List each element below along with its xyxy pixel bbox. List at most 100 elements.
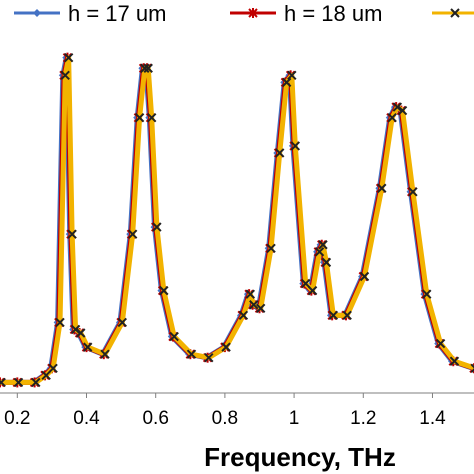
- series-point: [266, 243, 276, 253]
- series-point: [392, 102, 403, 112]
- series-point: [314, 247, 325, 257]
- x-stroke: [450, 8, 460, 18]
- x-stroke: [143, 63, 153, 73]
- series-point: [140, 63, 150, 73]
- series-point: [169, 331, 179, 342]
- series-point: [221, 342, 231, 352]
- series-3: [0, 52, 474, 388]
- series-point: [249, 300, 259, 310]
- series-point: [127, 229, 138, 239]
- x-stroke: [249, 300, 259, 310]
- x-tick-label: 0.4: [73, 408, 100, 429]
- x-stroke: [321, 257, 332, 268]
- x-stroke: [48, 363, 58, 373]
- x-stroke: [76, 328, 86, 338]
- x-stroke: [275, 148, 285, 158]
- series-point: [67, 229, 77, 239]
- plot-area: [0, 52, 474, 388]
- series-point: [0, 377, 6, 388]
- x-stroke: [146, 112, 157, 123]
- x-stroke: [392, 102, 403, 112]
- x-stroke: [342, 310, 352, 321]
- series-point: [318, 240, 328, 250]
- series-point: [31, 377, 41, 388]
- series-point: [449, 356, 460, 366]
- series-point: [55, 317, 65, 328]
- series-point: [60, 70, 70, 81]
- x-stroke: [152, 222, 162, 232]
- x-stroke: [238, 310, 249, 321]
- series-point: [159, 285, 169, 296]
- x-stroke: [318, 240, 328, 250]
- series-point: [186, 349, 197, 359]
- series-point: [290, 141, 300, 151]
- series-point: [328, 310, 339, 321]
- series-point: [143, 63, 153, 73]
- x-stroke: [70, 324, 81, 335]
- series-point: [63, 52, 74, 63]
- x-stroke: [255, 303, 266, 313]
- x-axis: 0.2 0.4 0.6 0.8 1 1.2 1.4: [0, 392, 474, 429]
- x-stroke: [63, 52, 74, 63]
- x-tick-label: 0.8: [212, 408, 238, 429]
- series-point: [470, 363, 474, 373]
- legend-item-3: [432, 8, 474, 18]
- x-stroke: [314, 247, 325, 257]
- x-stroke: [41, 370, 51, 381]
- x-stroke: [397, 105, 408, 116]
- x-stroke: [470, 363, 474, 369]
- x-stroke: [435, 338, 446, 349]
- x-tick-label: 1.2: [350, 408, 376, 429]
- x-stroke: [169, 331, 179, 342]
- x-stroke: [281, 77, 292, 88]
- legend-label: h = 18 um: [284, 1, 382, 26]
- x-stroke: [221, 342, 231, 352]
- series-point: [287, 70, 297, 81]
- series-point: [100, 349, 110, 359]
- x-stroke: [13, 377, 24, 388]
- series-point: [13, 377, 24, 388]
- x-tick-label: 0.6: [142, 408, 168, 429]
- series-point: [152, 222, 162, 232]
- series-point: [76, 328, 86, 338]
- x-stroke: [245, 289, 256, 299]
- series-layer: [0, 52, 474, 388]
- series-point: [359, 271, 370, 282]
- series-point: [275, 148, 285, 158]
- x-stroke: [328, 310, 339, 321]
- x-stroke: [204, 352, 214, 363]
- series-point: [255, 303, 266, 313]
- series-point: [377, 183, 387, 193]
- x-stroke: [300, 278, 311, 289]
- legend-item-1: h = 17 um: [14, 1, 166, 26]
- series-point: [245, 289, 256, 299]
- x-stroke: [377, 183, 387, 193]
- legend: h = 17 um h = 18 um: [14, 1, 474, 26]
- series-point: [387, 112, 397, 123]
- x-stroke: [387, 112, 397, 123]
- series-point: [117, 317, 128, 328]
- x-stroke: [307, 285, 318, 296]
- x-stroke: [82, 342, 93, 352]
- series-point: [321, 257, 332, 268]
- x-stroke: [422, 289, 432, 299]
- series-point: [204, 352, 214, 363]
- series-point: [146, 112, 157, 123]
- series-point: [82, 342, 93, 352]
- series-point: [342, 310, 352, 321]
- x-stroke: [449, 356, 460, 366]
- legend-swatch-marker: [33, 9, 41, 17]
- x-stroke: [127, 229, 138, 239]
- x-tick-label: 1.4: [419, 408, 446, 429]
- x-stroke: [159, 285, 169, 296]
- legend-swatch-marker: [450, 8, 460, 18]
- x-stroke: [359, 271, 370, 282]
- x-stroke: [470, 368, 474, 373]
- series-point: [41, 370, 51, 381]
- x-stroke: [408, 187, 418, 197]
- legend-item-2: h = 18 um: [230, 1, 382, 26]
- x-stroke: [100, 349, 110, 359]
- series-point: [238, 310, 249, 321]
- x-tick-label: 0.2: [4, 408, 30, 429]
